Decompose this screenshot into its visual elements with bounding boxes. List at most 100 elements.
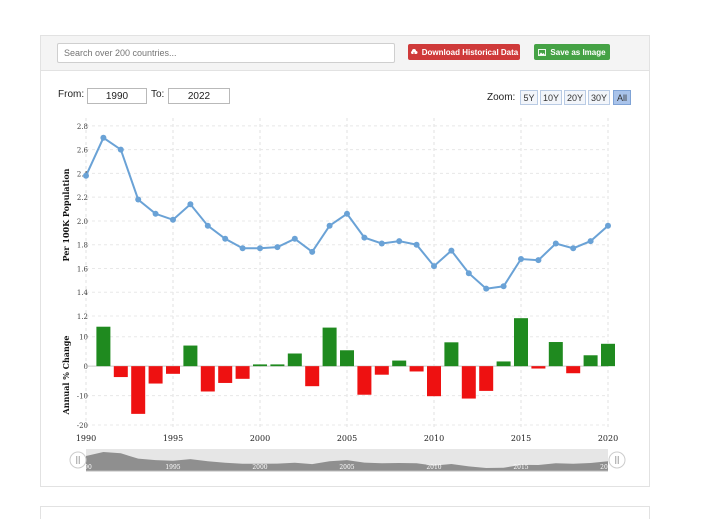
next-card [40,506,650,519]
line-point [152,210,159,217]
line-point [204,222,211,229]
save-as-image-button[interactable]: Save as Image [534,44,610,60]
cloud-download-icon [410,48,418,56]
zoom-10y-button[interactable]: 10Y [540,90,562,105]
line-point [518,255,524,262]
bar-mark [566,366,581,374]
download-label: Download Historical Data [421,47,519,57]
from-label: From: [58,89,85,100]
line-point [378,240,385,247]
bar-mark [200,366,215,392]
line-y-tick-label: 1.2 [77,313,88,321]
bar-mark [96,326,111,367]
bar-mark [531,366,546,369]
line-point [431,263,437,270]
bar-mark [427,366,441,397]
image-icon [538,48,547,56]
navigator-label: 2010 [426,464,441,471]
line-point [483,285,490,292]
bar-mark [183,345,198,367]
bar-mark [322,327,337,367]
from-year-input[interactable]: 1990 [87,88,147,104]
x-tick-label: 2000 [250,434,270,443]
line-point [500,283,507,290]
zoom-20y-button[interactable]: 20Y [564,90,586,105]
line-point [291,235,298,242]
zoom-5y-button[interactable]: 5Y [520,90,538,105]
bar-mark [392,360,407,367]
navigator-area [86,452,608,471]
zoom-all-button[interactable]: All [613,90,631,105]
x-tick-label: 2005 [337,434,357,443]
bar-mark [235,366,250,379]
download-historical-data-button[interactable]: Download Historical Data [408,44,520,60]
line-point [187,201,194,208]
bar-mark [287,353,302,367]
line-y-tick-label: 1.6 [77,265,89,273]
bar-mark [548,342,563,367]
bar-mark [305,366,320,387]
bar-mark [340,350,354,367]
line-point [239,245,246,252]
search-input[interactable] [57,43,395,63]
navigator-label: 2015 [513,464,528,471]
line-y-tick-label: 2.4 [77,170,89,178]
bar-y-tick-label: -20 [77,422,88,430]
bar-y-tick-label: 10 [79,334,88,342]
bar-mark [131,366,146,414]
to-year-input[interactable]: 2022 [168,88,230,104]
line-point [309,248,316,255]
line-y-axis-title: Per 100K Population [61,168,71,261]
navigator-label: 90 [84,464,92,471]
bar-mark [113,366,128,378]
navigator-label: 1995 [165,464,180,471]
bar-mark [444,342,459,367]
x-tick-label: 2010 [424,434,444,443]
line-point [222,235,229,242]
bar-mark [253,364,267,367]
navigator-right-handle[interactable] [608,451,626,469]
bar-mark [583,355,598,367]
zoom-30y-button[interactable]: 30Y [588,90,610,105]
line-point [83,172,89,179]
x-tick-label: 1995 [163,434,183,443]
toolbar: Download Historical Data Save as Image [41,36,649,71]
bar-mark [374,366,389,375]
line-point [552,240,559,247]
bar-y-tick-label: 0 [84,363,88,371]
x-tick-label: 1990 [76,434,96,443]
to-label: To: [151,89,165,100]
bar-mark [166,366,180,374]
navigator-label: 2005 [339,464,354,471]
line-point [413,241,420,248]
bar-y-tick-label: -10 [77,393,88,401]
navigator-label: 2000 [252,464,267,471]
line-point [396,238,403,245]
x-tick-label: 2015 [511,434,531,443]
x-tick-label: 2020 [598,434,618,443]
line-y-tick-label: 2.2 [77,194,88,202]
line-point [135,196,142,203]
line-point [570,245,577,252]
line-y-tick-label: 2.8 [77,123,88,131]
bar-mark [514,318,528,367]
line-point [326,222,333,229]
bar-mark [496,361,511,367]
line-y-tick-label: 1.8 [77,242,88,250]
bar-mark [357,366,372,395]
zoom-label: Zoom: [487,92,516,103]
line-point [448,247,455,254]
bar-mark [409,366,424,372]
line-point [465,270,472,277]
line-point [605,222,611,229]
bar-mark [461,366,476,399]
line-point [100,134,107,141]
navigator-left-handle[interactable] [69,451,87,469]
line-point [257,245,263,252]
bar-mark [601,343,615,367]
navigator-label: 20 [600,464,608,471]
line-y-tick-label: 1.4 [77,289,89,297]
line-point [117,146,124,153]
save-label: Save as Image [550,47,606,57]
